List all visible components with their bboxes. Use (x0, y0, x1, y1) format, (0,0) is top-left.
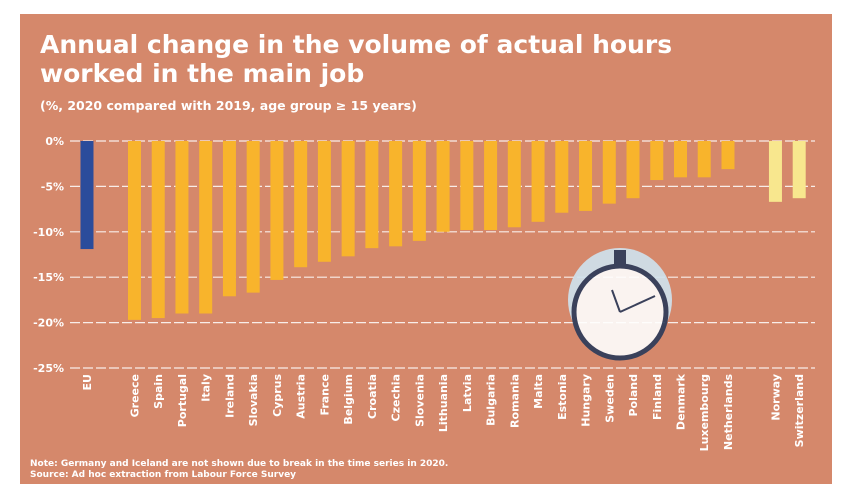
x-tick-label: Sweden (603, 374, 616, 423)
x-tick-label: Belgium (342, 374, 355, 425)
x-tick-label: France (318, 374, 331, 415)
x-tick-label: Slovakia (247, 374, 260, 426)
bar (270, 141, 283, 280)
x-tick-label: Croatia (366, 374, 379, 419)
x-tick-label: Portugal (176, 374, 189, 427)
x-tick-label: Bulgaria (485, 374, 498, 426)
y-tick-label: -10% (33, 226, 64, 239)
x-tick-label: Luxembourg (698, 374, 711, 451)
bar (318, 141, 331, 262)
bar (460, 141, 473, 230)
bar (81, 141, 94, 249)
x-tick-label: Slovenia (413, 374, 426, 427)
x-tick-label: Greece (128, 374, 141, 417)
x-tick-label: Denmark (675, 373, 688, 430)
bar (484, 141, 497, 230)
bar (769, 141, 782, 202)
bar (627, 141, 640, 198)
x-tick-label: Romania (508, 374, 521, 428)
bar (294, 141, 307, 267)
x-tick-label: Ireland (223, 374, 236, 418)
x-tick-label: Malta (532, 374, 545, 409)
bar (437, 141, 450, 232)
x-tick-label: Spain (152, 374, 165, 409)
bar (175, 141, 188, 314)
bar (698, 141, 711, 177)
bar (650, 141, 663, 180)
x-tick-label: Netherlands (722, 374, 735, 451)
bar (152, 141, 165, 318)
bar (579, 141, 592, 211)
x-tick-label: Finland (651, 374, 664, 420)
x-tick-label: Italy (200, 374, 213, 402)
bar (555, 141, 568, 213)
x-tick-label: Czechia (390, 374, 403, 421)
y-tick-label: -20% (33, 317, 64, 330)
page: {"chart_data": {"type": "bar", "title": … (0, 0, 842, 487)
bar (508, 141, 521, 227)
bar (389, 141, 402, 246)
bar (603, 141, 616, 204)
bar (793, 141, 806, 198)
bar (247, 141, 260, 293)
decoration (568, 248, 672, 358)
bar (674, 141, 687, 177)
x-tick-label: Cyprus (271, 374, 284, 417)
y-tick-label: -15% (33, 271, 64, 284)
x-tick-label: Austria (295, 374, 308, 419)
x-tick-label: Hungary (580, 374, 593, 427)
bar (365, 141, 378, 248)
x-tick-label: Latvia (461, 374, 474, 412)
x-tick-label: EU (81, 374, 94, 390)
x-tick-label: Estonia (556, 374, 569, 420)
bar (223, 141, 236, 296)
bar (413, 141, 426, 241)
bar (128, 141, 141, 320)
x-tick-label: Switzerland (793, 374, 806, 447)
bar (199, 141, 212, 314)
y-tick-label: 0% (45, 135, 64, 148)
clock-button (614, 250, 626, 264)
y-tick-label: -25% (33, 362, 64, 375)
x-tick-label: Poland (627, 374, 640, 417)
bar (342, 141, 355, 256)
y-tick-label: -5% (41, 180, 64, 193)
x-tick-label: Norway (769, 374, 782, 421)
bar (532, 141, 545, 222)
chart: 0% -5% -10% -15% -20% -25% EU Greece Spain Portug… (0, 0, 842, 487)
x-tick-label: Lithuania (437, 374, 450, 432)
bar (721, 141, 734, 169)
